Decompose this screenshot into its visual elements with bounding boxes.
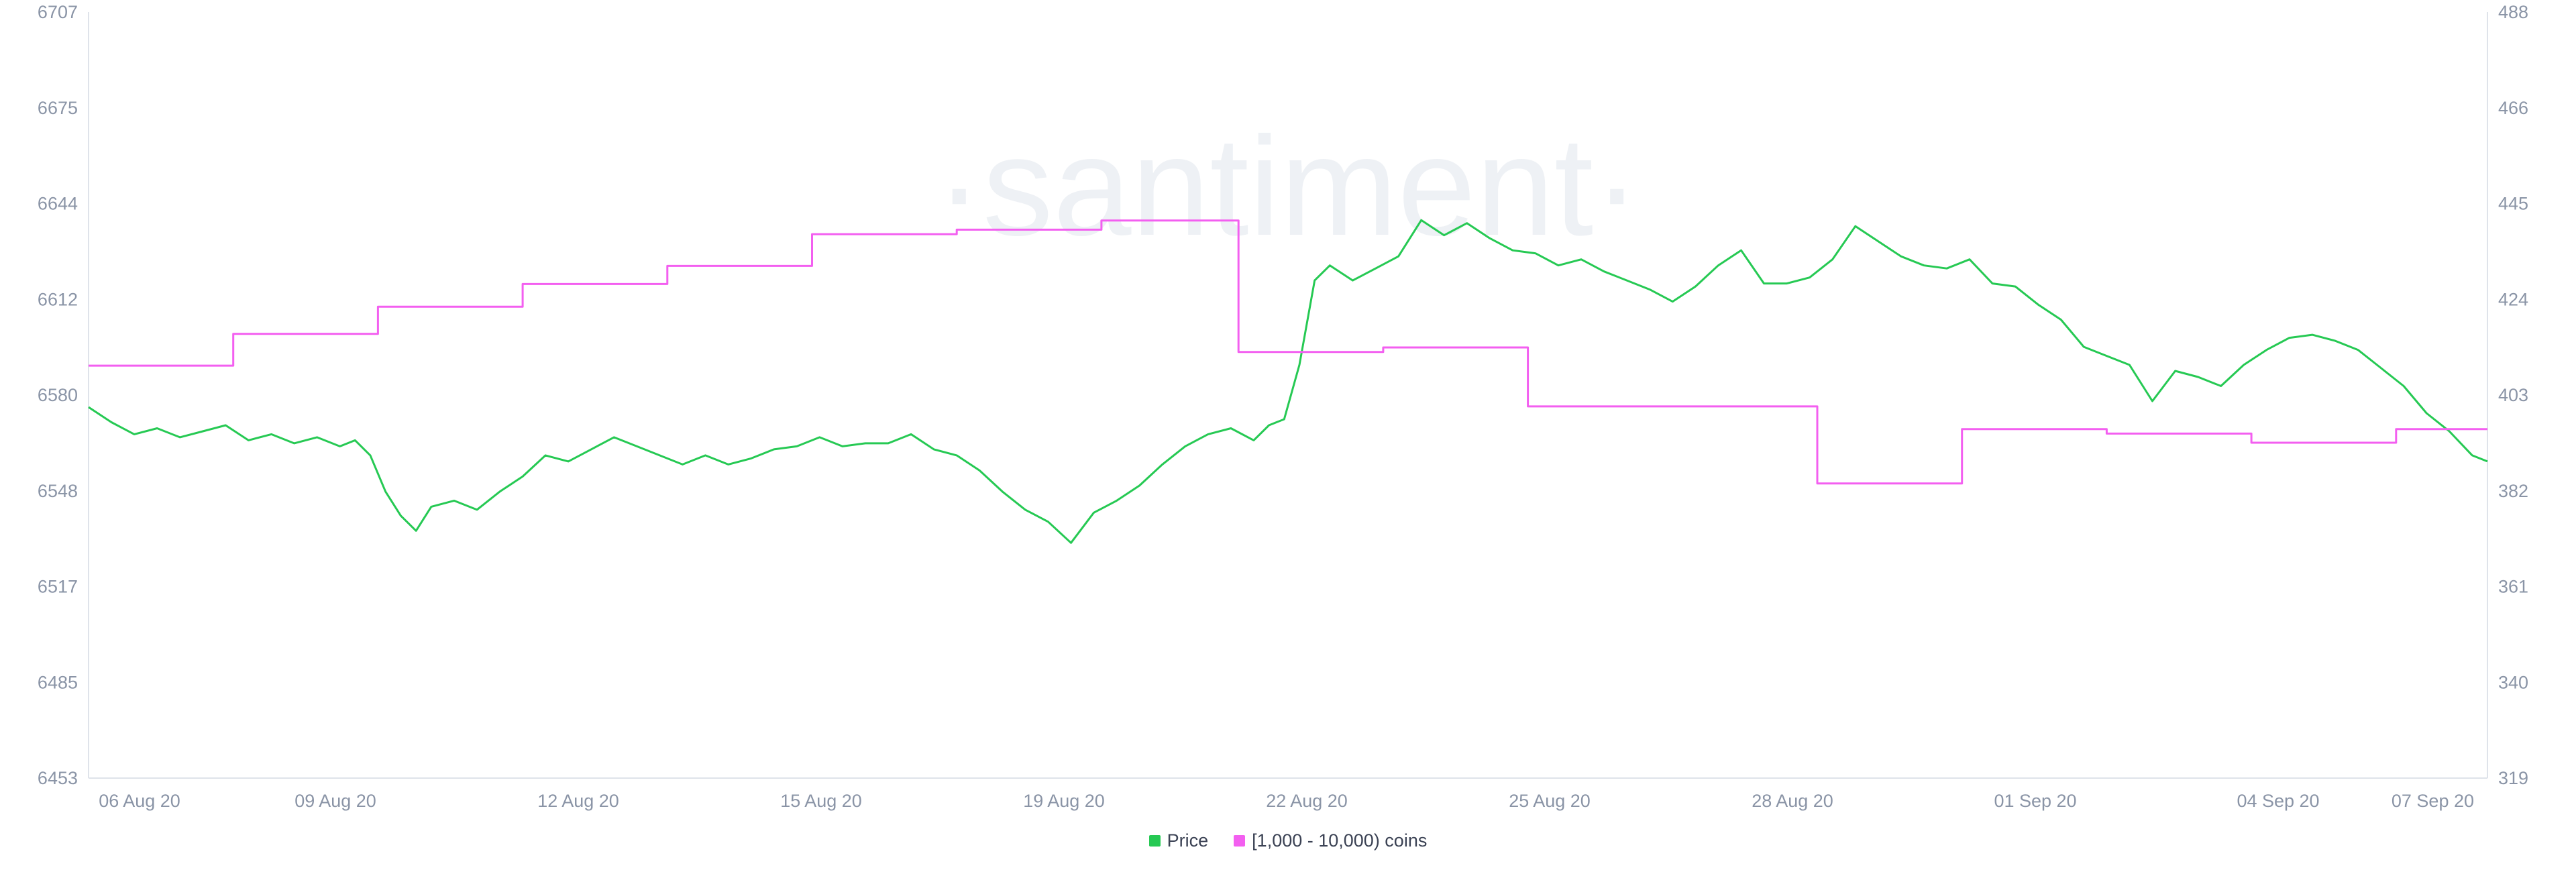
legend-holders-label: [1,000 - 10,000) coins bbox=[1252, 830, 1428, 851]
y-right-tick-label: 319 bbox=[2498, 768, 2528, 788]
x-tick-label: 22 Aug 20 bbox=[1266, 791, 1348, 811]
x-tick-label: 25 Aug 20 bbox=[1509, 791, 1591, 811]
x-tick-label: 06 Aug 20 bbox=[99, 791, 180, 811]
y-left-tick-label: 6612 bbox=[38, 289, 78, 309]
watermark: ·santiment· bbox=[936, 107, 1640, 265]
x-tick-label: 19 Aug 20 bbox=[1023, 791, 1105, 811]
y-right-tick-label: 361 bbox=[2498, 577, 2528, 597]
legend-item-holders[interactable]: [1,000 - 10,000) coins bbox=[1234, 830, 1427, 851]
y-right-tick-label: 424 bbox=[2498, 289, 2528, 309]
y-right-tick-label: 403 bbox=[2498, 385, 2528, 405]
y-right-tick-label: 488 bbox=[2498, 2, 2528, 22]
price-series-line bbox=[88, 219, 2488, 544]
y-left-tick-label: 6517 bbox=[38, 577, 78, 597]
x-tick-label: 07 Sep 20 bbox=[2392, 791, 2474, 811]
holders-swatch-icon bbox=[1234, 835, 1246, 847]
y-right-tick-label: 466 bbox=[2498, 98, 2528, 118]
y-left-tick-label: 6453 bbox=[38, 768, 78, 788]
y-left-tick-label: 6675 bbox=[38, 98, 78, 118]
y-left-tick-label: 6580 bbox=[38, 385, 78, 405]
x-tick-label: 04 Sep 20 bbox=[2237, 791, 2319, 811]
y-left-tick-label: 6548 bbox=[38, 481, 78, 501]
x-tick-label: 09 Aug 20 bbox=[294, 791, 376, 811]
y-right-tick-label: 340 bbox=[2498, 672, 2528, 692]
tick-labels: 6707 6675 6644 6612 6580 6548 6517 6485 6453 488 4… bbox=[38, 2, 2528, 811]
legend-item-price[interactable]: Price bbox=[1148, 830, 1209, 851]
x-tick-label: 15 Aug 20 bbox=[780, 791, 862, 811]
x-tick-label: 12 Aug 20 bbox=[537, 791, 619, 811]
x-tick-label: 28 Aug 20 bbox=[1752, 791, 1833, 811]
axes bbox=[88, 12, 2488, 779]
holders-series-line bbox=[89, 219, 2487, 485]
y-left-tick-label: 6707 bbox=[38, 2, 78, 22]
legend-price-label: Price bbox=[1167, 830, 1209, 851]
series-layer bbox=[88, 219, 2488, 544]
legend: Price [1,000 - 10,000) coins bbox=[0, 830, 2576, 851]
x-tick-label: 01 Sep 20 bbox=[1994, 791, 2076, 811]
y-right-tick-label: 445 bbox=[2498, 194, 2528, 214]
y-left-tick-label: 6644 bbox=[38, 194, 78, 214]
y-right-tick-label: 382 bbox=[2498, 481, 2528, 501]
y-left-tick-label: 6485 bbox=[38, 672, 78, 692]
price-swatch-icon bbox=[1148, 835, 1161, 847]
